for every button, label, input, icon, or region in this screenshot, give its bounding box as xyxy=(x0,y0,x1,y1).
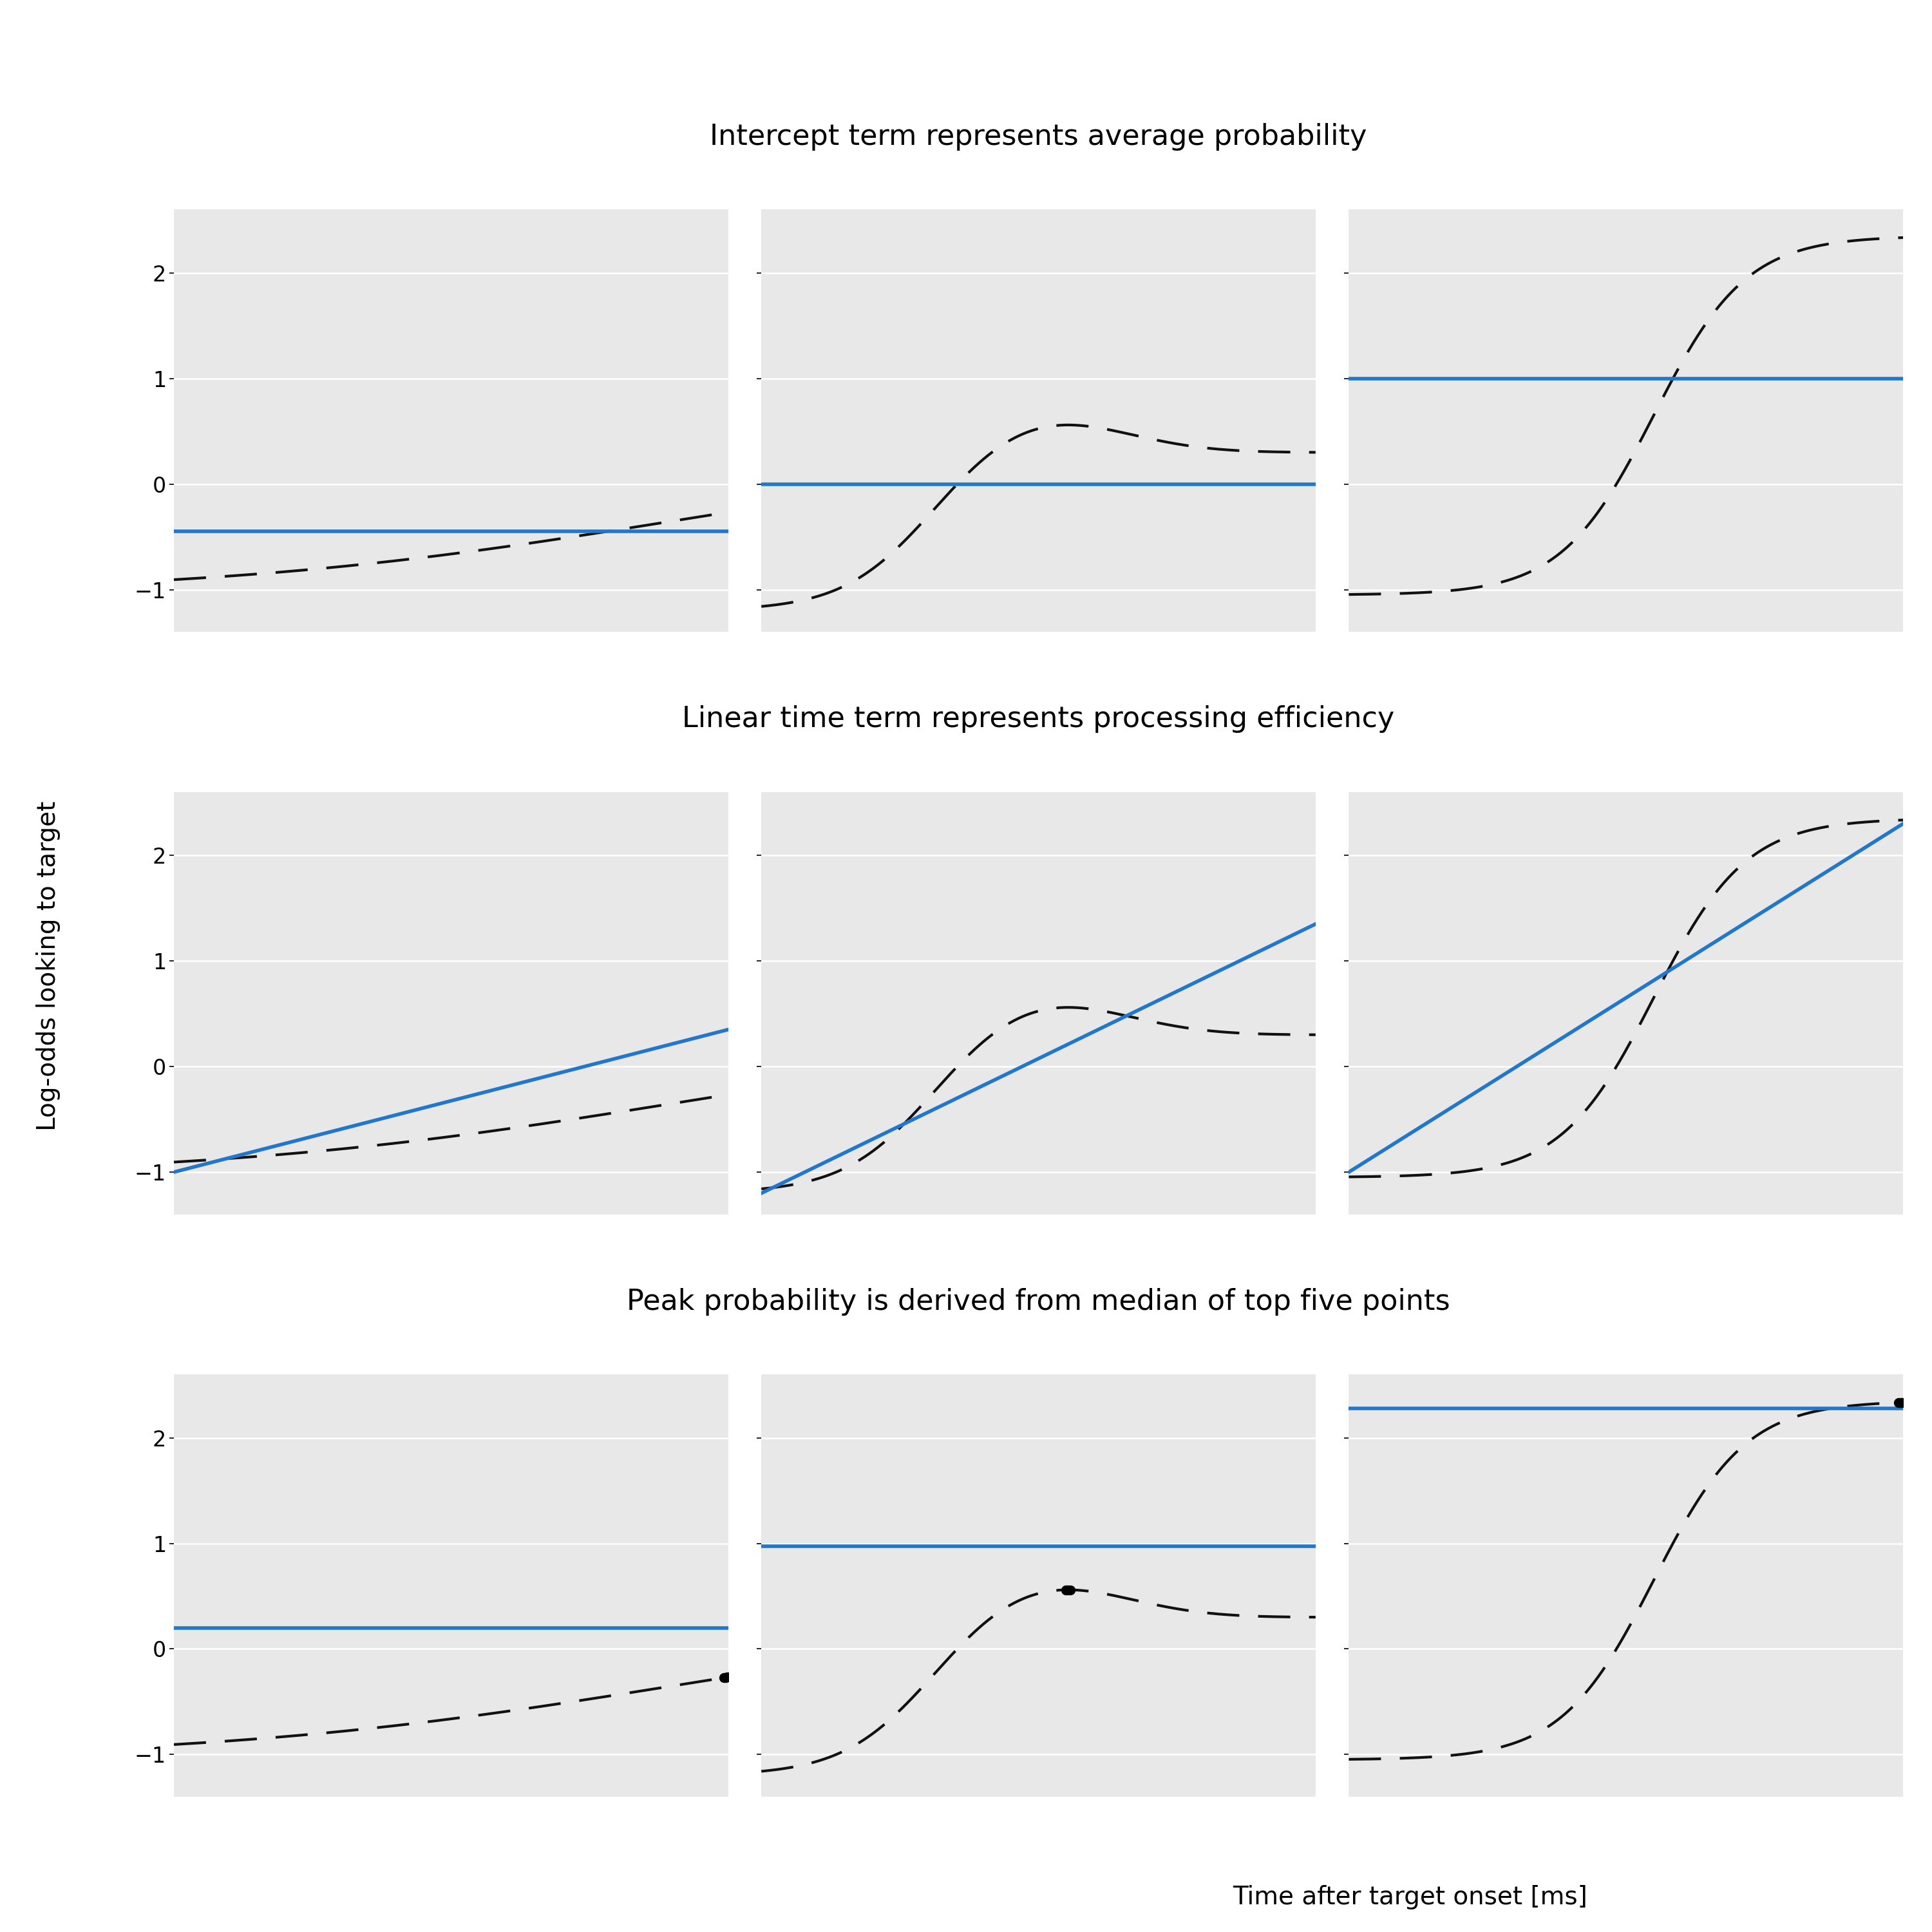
Point xyxy=(711,1662,742,1692)
Point xyxy=(1884,1387,1915,1418)
Text: Linear time term represents processing efficiency: Linear time term represents processing e… xyxy=(682,705,1395,732)
Point xyxy=(709,1662,740,1692)
Point xyxy=(711,1662,742,1692)
Text: Log-odds looking to target: Log-odds looking to target xyxy=(37,802,60,1130)
Point xyxy=(1888,1387,1918,1418)
Point xyxy=(1051,1575,1082,1605)
Point xyxy=(1886,1387,1917,1418)
Point xyxy=(713,1662,744,1692)
Point xyxy=(1886,1387,1917,1418)
Point xyxy=(1055,1575,1086,1605)
Point xyxy=(1053,1575,1084,1605)
Point xyxy=(1884,1387,1915,1418)
Point xyxy=(1051,1575,1082,1605)
Text: Peak probability is derived from median of top five points: Peak probability is derived from median … xyxy=(626,1289,1451,1316)
Point xyxy=(709,1662,740,1692)
Point xyxy=(1053,1575,1084,1605)
Text: Intercept term represents average probability: Intercept term represents average probab… xyxy=(709,124,1368,151)
Text: Time after target onset [ms]: Time after target onset [ms] xyxy=(1233,1886,1588,1909)
